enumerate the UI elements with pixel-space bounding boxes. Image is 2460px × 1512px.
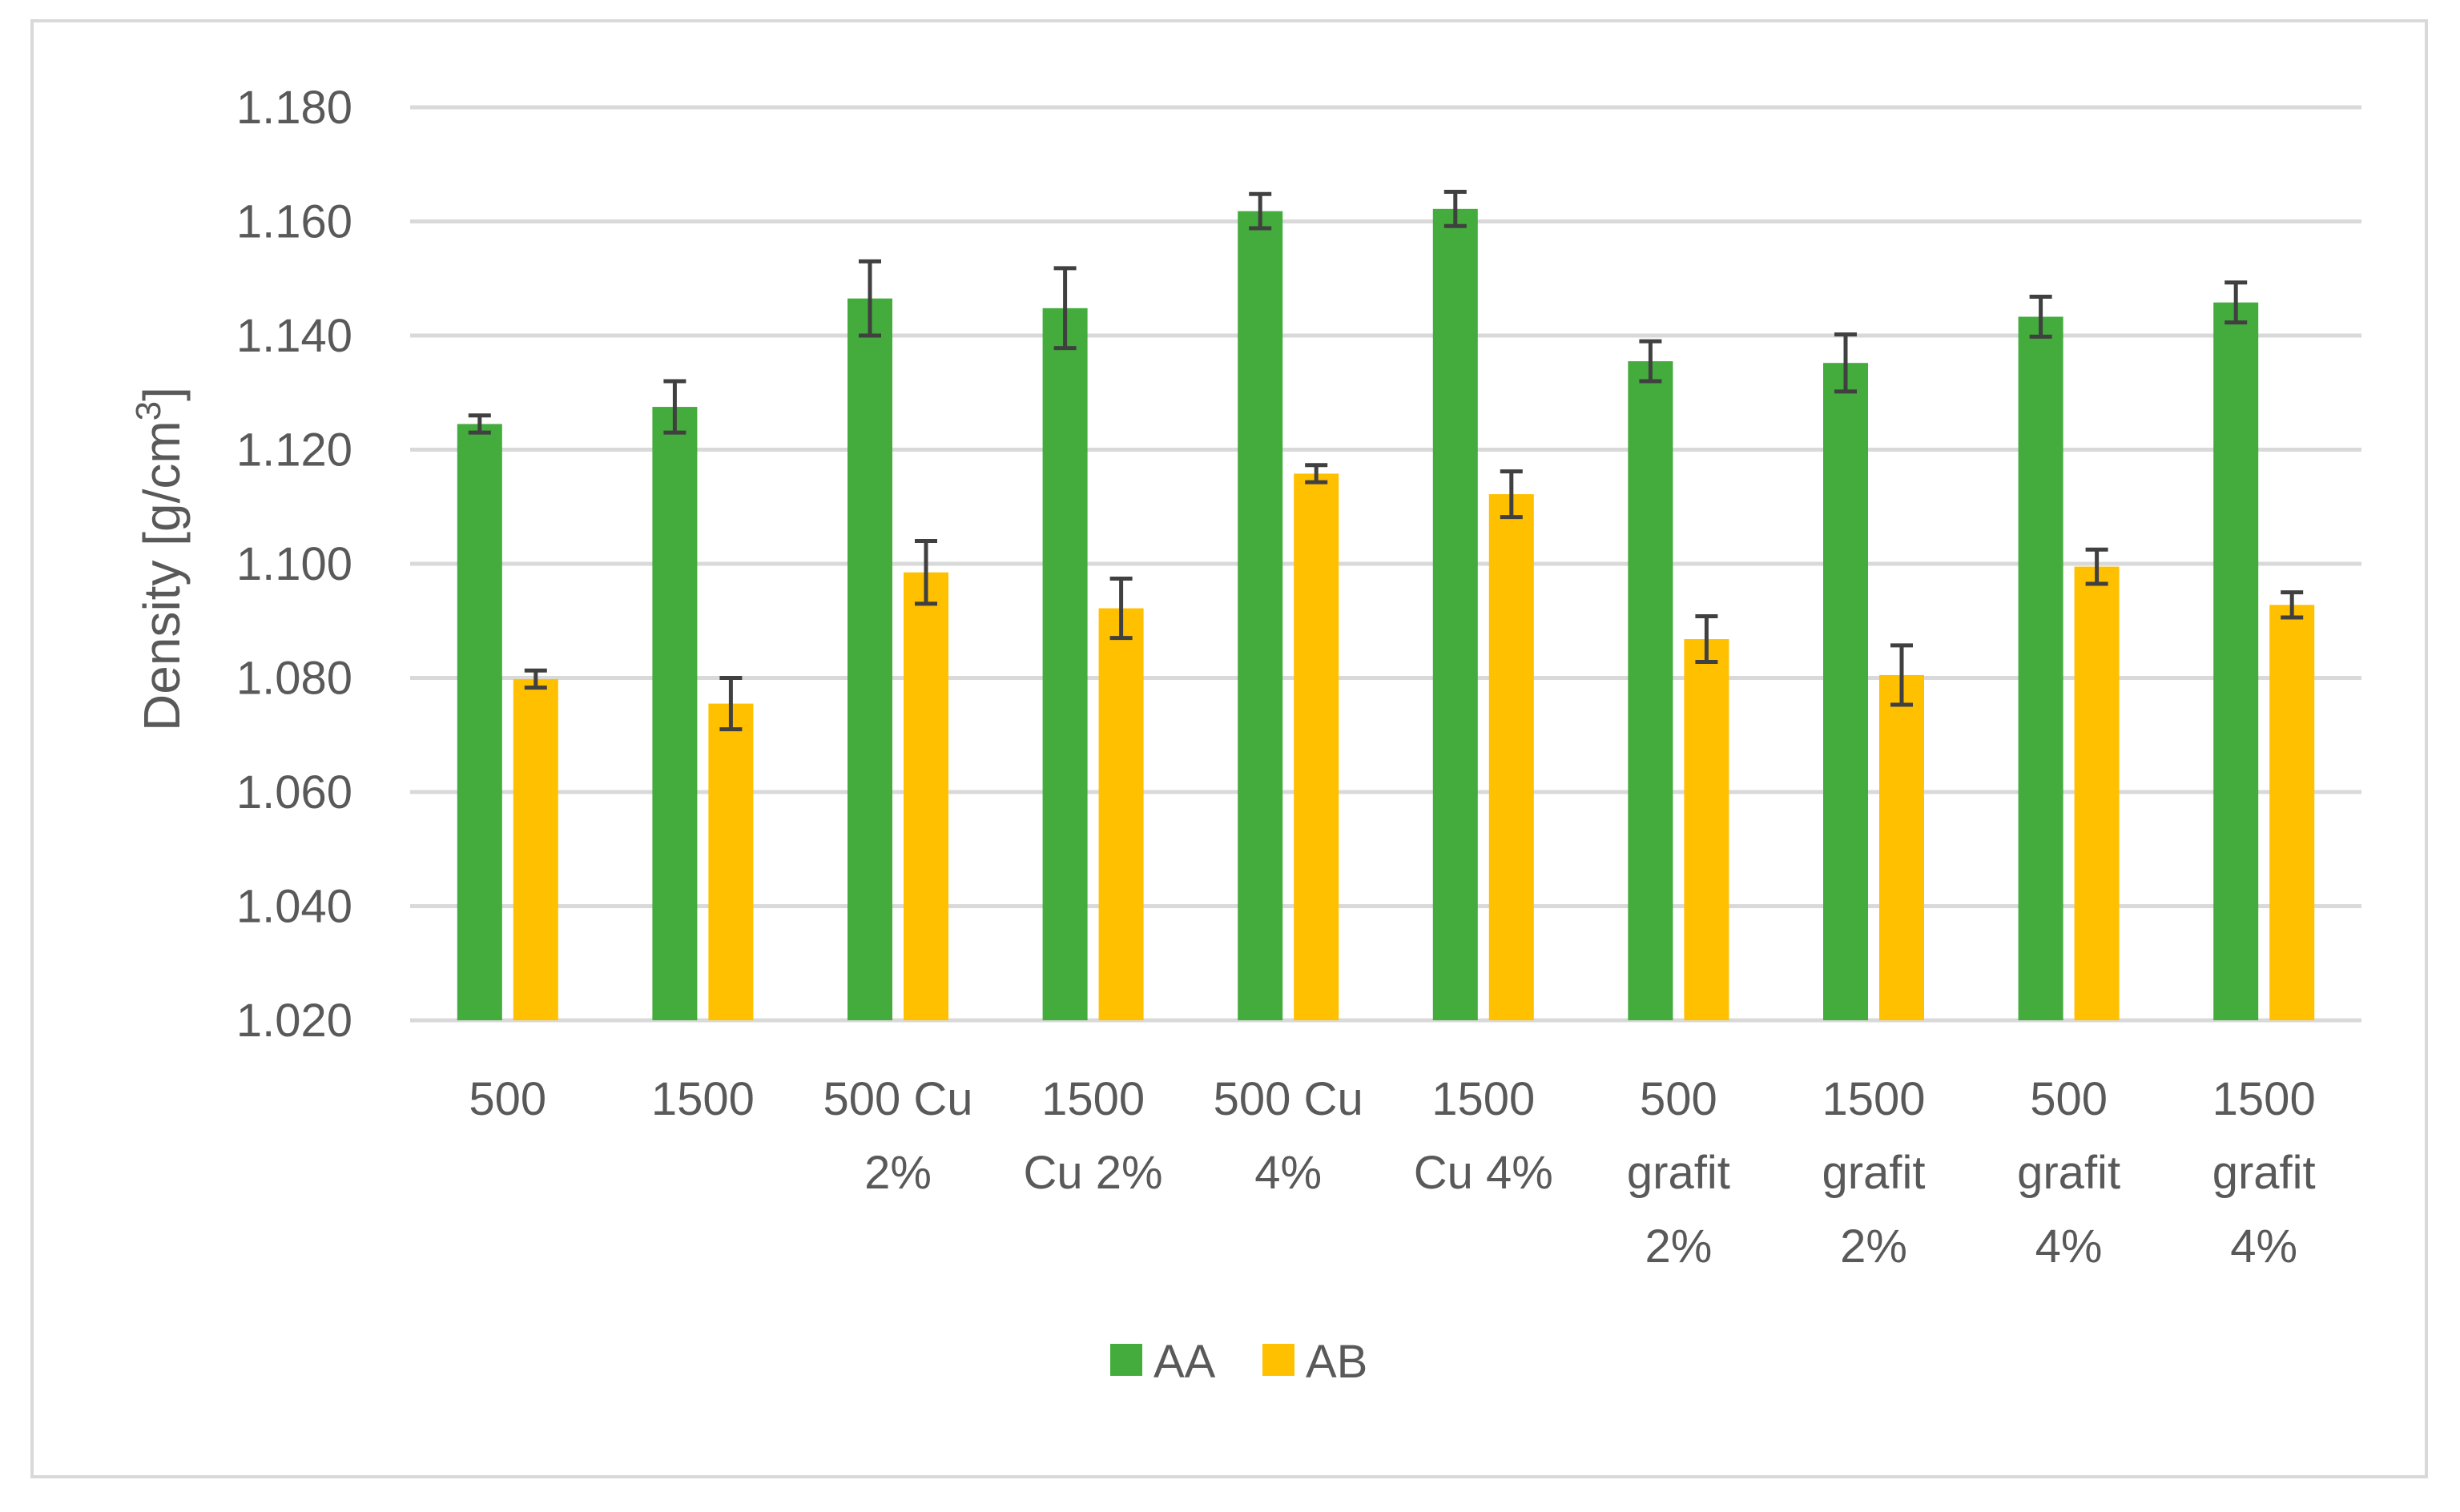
y-tick-label: 1.060 [236, 766, 352, 818]
error-bar-aa-0 [468, 413, 491, 435]
bar-ab-7 [1879, 674, 1924, 1020]
bar-aa-9 [2213, 302, 2259, 1020]
error-bar-ab-5 [1500, 469, 1523, 520]
bar-aa-6 [1628, 361, 1673, 1020]
y-axis-ticks: 1.020 1.040 1.060 1.080 1.100 1.120 1.140 1.160… [236, 82, 352, 1047]
bar-ab-3 [1098, 608, 1144, 1020]
x-category-label: 1500 Cu 4% [1414, 1073, 1553, 1199]
x-category-label: 500 [469, 1073, 546, 1125]
bar-aa-7 [1823, 363, 1868, 1020]
bar-ab-6 [1684, 639, 1729, 1020]
error-bar-ab-9 [2281, 590, 2304, 620]
bar-aa-0 [457, 424, 502, 1020]
bar-ab-8 [2074, 566, 2120, 1020]
x-category-label: 1500 Cu 2% [1024, 1073, 1163, 1199]
bar-aa-5 [1432, 208, 1478, 1020]
y-tick-label: 1.100 [236, 538, 352, 590]
y-tick-label: 1.020 [236, 995, 352, 1047]
y-axis-title: Density [g/cm3] [129, 387, 191, 731]
bar-aa-4 [1238, 211, 1283, 1020]
error-bar-ab-8 [2085, 547, 2108, 586]
y-tick-label: 1.160 [236, 196, 352, 248]
error-bar-aa-4 [1249, 191, 1272, 231]
x-axis-categories: 500 1500 500 Cu 2% 1500 Cu 2% 500 Cu 4% 1500 Cu 4… [469, 1073, 2315, 1273]
y-axis-title-close: ] [133, 387, 191, 401]
error-bar-aa-6 [1639, 339, 1662, 384]
error-bar-aa-7 [1834, 332, 1857, 394]
bar-ab-5 [1488, 494, 1534, 1020]
error-bar-ab-4 [1305, 463, 1328, 485]
x-category-label: 500 grafit 4% [2017, 1073, 2120, 1273]
bar-ab-9 [2269, 605, 2315, 1020]
legend-swatch-aa [1110, 1344, 1142, 1376]
y-tick-label: 1.180 [236, 82, 352, 134]
y-axis-title-superscript: 3 [129, 401, 168, 420]
x-category-label: 500 Cu 2% [823, 1073, 972, 1199]
bar-ab-4 [1294, 473, 1339, 1020]
bar-aa-1 [652, 407, 698, 1020]
bar-aa-8 [2018, 316, 2063, 1020]
bars [457, 208, 2315, 1020]
legend-label-ab: AB [1306, 1336, 1367, 1388]
y-axis-title-text: Density [g/cm [133, 420, 191, 731]
bar-aa-2 [848, 298, 892, 1020]
error-bar-ab-2 [915, 539, 937, 606]
y-tick-label: 1.120 [236, 424, 352, 477]
x-category-label: 500 grafit 2% [1627, 1073, 1730, 1273]
error-bar-aa-5 [1443, 189, 1467, 228]
legend: AA AB [1110, 1336, 1367, 1388]
error-bar-aa-8 [2029, 295, 2052, 339]
x-category-label: 1500 [651, 1073, 755, 1125]
error-bar-ab-1 [719, 676, 743, 732]
gridlines [410, 105, 2361, 1023]
bar-aa-3 [1042, 308, 1088, 1020]
error-bar-ab-6 [1695, 614, 1718, 665]
legend-label-aa: AA [1154, 1336, 1216, 1388]
y-tick-label: 1.040 [236, 881, 352, 933]
y-tick-label: 1.080 [236, 653, 352, 705]
error-bar-ab-0 [524, 668, 547, 690]
bar-ab-2 [904, 572, 948, 1020]
error-bar-aa-2 [859, 259, 881, 338]
legend-swatch-ab [1262, 1344, 1294, 1376]
error-bar-aa-9 [2224, 280, 2248, 325]
error-bar-ab-7 [1890, 643, 1913, 707]
x-category-label: 1500 grafit 4% [2212, 1073, 2316, 1273]
error-bar-aa-3 [1053, 266, 1077, 351]
error-bar-aa-1 [663, 379, 686, 435]
bar-ab-1 [708, 703, 754, 1020]
x-category-label: 500 Cu 4% [1214, 1073, 1363, 1199]
error-bar-ab-3 [1109, 577, 1133, 641]
error-bars [468, 189, 2304, 732]
bar-ab-0 [513, 678, 558, 1020]
y-tick-label: 1.140 [236, 310, 352, 362]
x-category-label: 1500 grafit 2% [1822, 1073, 1925, 1273]
